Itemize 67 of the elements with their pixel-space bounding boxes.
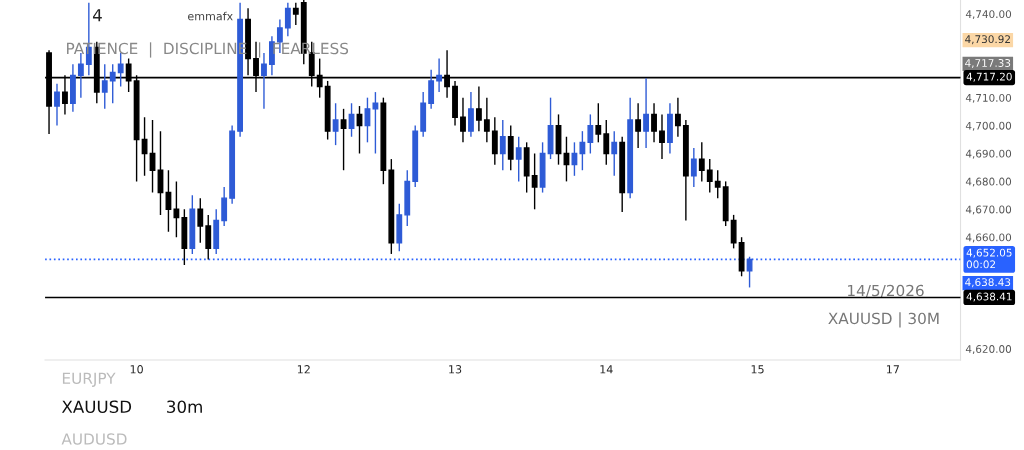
text: 4,730.92 xyxy=(965,35,1010,45)
y-tick-label: 4,740.00 xyxy=(965,10,1012,20)
annotation: XAUUSD | 30M xyxy=(828,312,939,328)
y-tick-label: 4,680.00 xyxy=(965,177,1012,187)
candlestick xyxy=(635,102,642,149)
candlestick xyxy=(261,52,267,110)
candlestick xyxy=(54,83,60,127)
text: 30m xyxy=(167,400,202,414)
candlestick xyxy=(436,57,443,93)
x-tick-label: 15 xyxy=(751,365,764,374)
text: EURJPY xyxy=(62,372,116,387)
candlestick xyxy=(491,116,498,166)
candlestick xyxy=(221,186,228,227)
candlestick xyxy=(579,130,586,171)
candlestick xyxy=(515,136,522,183)
candlestick xyxy=(698,141,705,183)
y-tick-label: 4,710.00 xyxy=(965,93,1012,103)
x-tick-label: 10 xyxy=(130,365,143,374)
candlestick xyxy=(595,102,602,144)
y-tick-label: 4,620.00 xyxy=(965,345,1012,355)
x-tick-label: 12 xyxy=(297,365,310,374)
candlestick xyxy=(173,180,180,238)
ref-line-label: 4,717.20 xyxy=(966,72,1012,82)
candlestick xyxy=(651,102,657,144)
x-tick-label: 13 xyxy=(449,365,462,374)
text: XAUUSD xyxy=(61,400,132,414)
ref-line-label: 4,652.05 00:02 xyxy=(966,248,1012,269)
candlestick xyxy=(197,197,204,244)
candlestick xyxy=(587,113,594,155)
candlestick xyxy=(475,85,482,132)
candlestick xyxy=(611,130,618,177)
candlestick xyxy=(507,124,514,171)
candlestick xyxy=(468,91,474,138)
candlestick xyxy=(659,113,665,160)
y-tick-label: 4,670.00 xyxy=(965,205,1012,215)
candlestick xyxy=(674,96,681,138)
candlestick xyxy=(332,102,339,146)
candlestick xyxy=(292,2,299,26)
text: 4,638.43 xyxy=(965,278,1011,288)
candlestick xyxy=(603,119,610,166)
candlestick xyxy=(531,152,538,210)
candlestick xyxy=(428,69,435,110)
text: 4,717.33 xyxy=(965,59,1011,68)
candlestick xyxy=(706,158,713,194)
annotation: 4 xyxy=(92,9,102,22)
candlestick xyxy=(460,96,466,144)
annotation: emmafx xyxy=(188,11,233,21)
annotation: 14/5/2026 xyxy=(848,284,924,298)
ref-line-label: 4,638.41 xyxy=(966,292,1012,302)
y-tick-label: 4,690.00 xyxy=(965,149,1012,159)
x-tick-label: 14 xyxy=(600,365,613,374)
candlestick xyxy=(284,2,291,37)
candlestick xyxy=(372,91,379,155)
candlestick xyxy=(499,119,506,171)
candlestick xyxy=(714,169,721,199)
candlestick xyxy=(643,77,649,149)
candlestick xyxy=(483,96,490,144)
y-tick-label: 4,660.00 xyxy=(965,233,1012,243)
candlestick xyxy=(340,108,347,171)
text: AUDUSD xyxy=(61,433,127,445)
y-tick-label: 4,700.00 xyxy=(965,121,1012,131)
candlestick xyxy=(205,214,212,261)
candlestick xyxy=(101,63,108,110)
candlestick xyxy=(109,63,116,104)
candlestick xyxy=(730,214,737,250)
candlestick xyxy=(690,147,697,188)
x-tick-label: 17 xyxy=(887,365,899,374)
